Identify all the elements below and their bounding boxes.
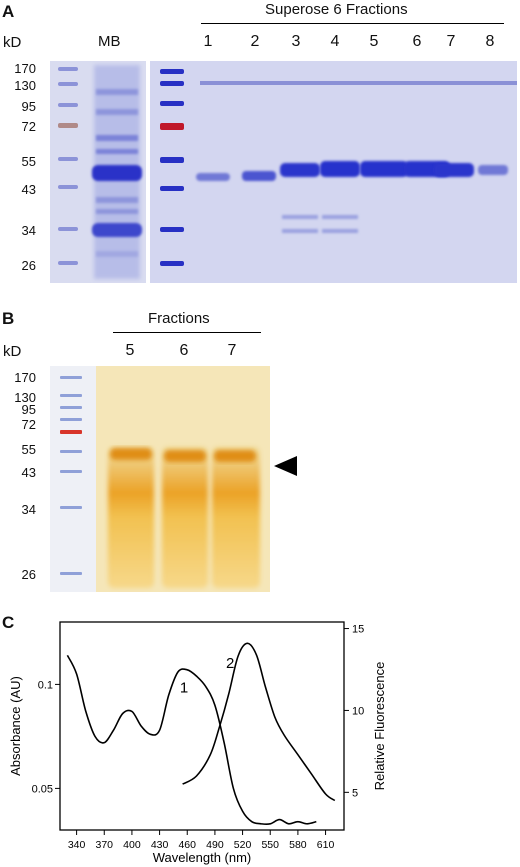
panel-b-unit: kD	[3, 343, 22, 360]
x-tick-label: 370	[95, 839, 113, 851]
mw-a-26: 26	[21, 258, 36, 273]
y-tick-label: 0.05	[32, 783, 53, 795]
y2-tick-label: 5	[352, 787, 358, 799]
lane-b-5-label: 5	[125, 342, 135, 359]
lane-5-label: 5	[369, 33, 379, 50]
panel-a-unit: kD	[3, 34, 22, 51]
x-tick-label: 580	[289, 839, 307, 851]
mw-a-72: 72	[21, 119, 36, 134]
mw-b-26: 26	[21, 567, 36, 582]
series-2-label: 2	[226, 655, 234, 672]
spectrum-chart: 340 370 400 430 460 490 520 550 580 610 0.05 0.1 5…	[8, 621, 387, 865]
y2-axis-label: Relative Fluorescence	[372, 662, 387, 791]
mw-a-95: 95	[21, 99, 36, 114]
gel-b-image	[50, 366, 270, 592]
lane-b-6-label: 6	[179, 342, 189, 359]
x-tick-label: 550	[261, 839, 279, 851]
mw-a-43: 43	[21, 182, 36, 197]
x-tick-label: 520	[234, 839, 252, 851]
lane-b-7-label: 7	[227, 342, 237, 359]
x-axis-label: Wavelength (nm)	[153, 850, 252, 865]
mw-a-130: 130	[14, 78, 36, 93]
mw-b-130: 130	[14, 390, 36, 405]
mw-b-34: 34	[21, 502, 36, 517]
lane-6-label: 6	[412, 33, 422, 50]
plot-frame	[59, 621, 345, 831]
lane-3-label: 3	[291, 33, 301, 50]
mw-a-55: 55	[21, 154, 36, 169]
lane-2-label: 2	[250, 33, 260, 50]
mw-a-170: 170	[14, 61, 36, 76]
y-tick-label: 0.1	[38, 679, 53, 691]
fractions-header: Fractions	[148, 310, 210, 327]
y2-tick-label: 10	[352, 705, 364, 717]
panel-b-letter: B	[2, 309, 15, 328]
x-tick-label: 340	[68, 839, 86, 851]
y-axis-label: Absorbance (AU)	[8, 676, 23, 776]
x-tick-label: 400	[123, 839, 141, 851]
lane-1-label: 1	[203, 33, 213, 50]
mw-b-95: 95	[21, 402, 36, 417]
lane-mb-label: MB	[98, 33, 121, 50]
mw-b-55: 55	[21, 442, 36, 457]
x-tick-label: 490	[206, 839, 224, 851]
arrowhead-icon	[274, 456, 297, 476]
panel-a-letter: A	[2, 2, 15, 21]
x-tick-label: 430	[151, 839, 169, 851]
mw-b-72: 72	[21, 417, 36, 432]
y2-tick-label: 15	[352, 624, 364, 636]
x-tick-label: 610	[317, 839, 335, 851]
mw-b-170: 170	[14, 370, 36, 385]
mw-b-43: 43	[21, 465, 36, 480]
lane-4-label: 4	[330, 33, 340, 50]
series-1-label: 1	[180, 680, 188, 697]
fractions-header-line	[113, 332, 261, 333]
superose-header-line	[201, 23, 504, 24]
mw-a-34: 34	[21, 223, 36, 238]
gel-a-image	[50, 61, 517, 283]
x-tick-label: 460	[178, 839, 196, 851]
lane-7-label: 7	[446, 33, 456, 50]
lane-8-label: 8	[485, 33, 495, 50]
series-2-line	[182, 642, 336, 802]
superose-header: Superose 6 Fractions	[265, 1, 408, 18]
series-1-line	[66, 654, 317, 825]
panel-c-letter: C	[2, 613, 15, 632]
